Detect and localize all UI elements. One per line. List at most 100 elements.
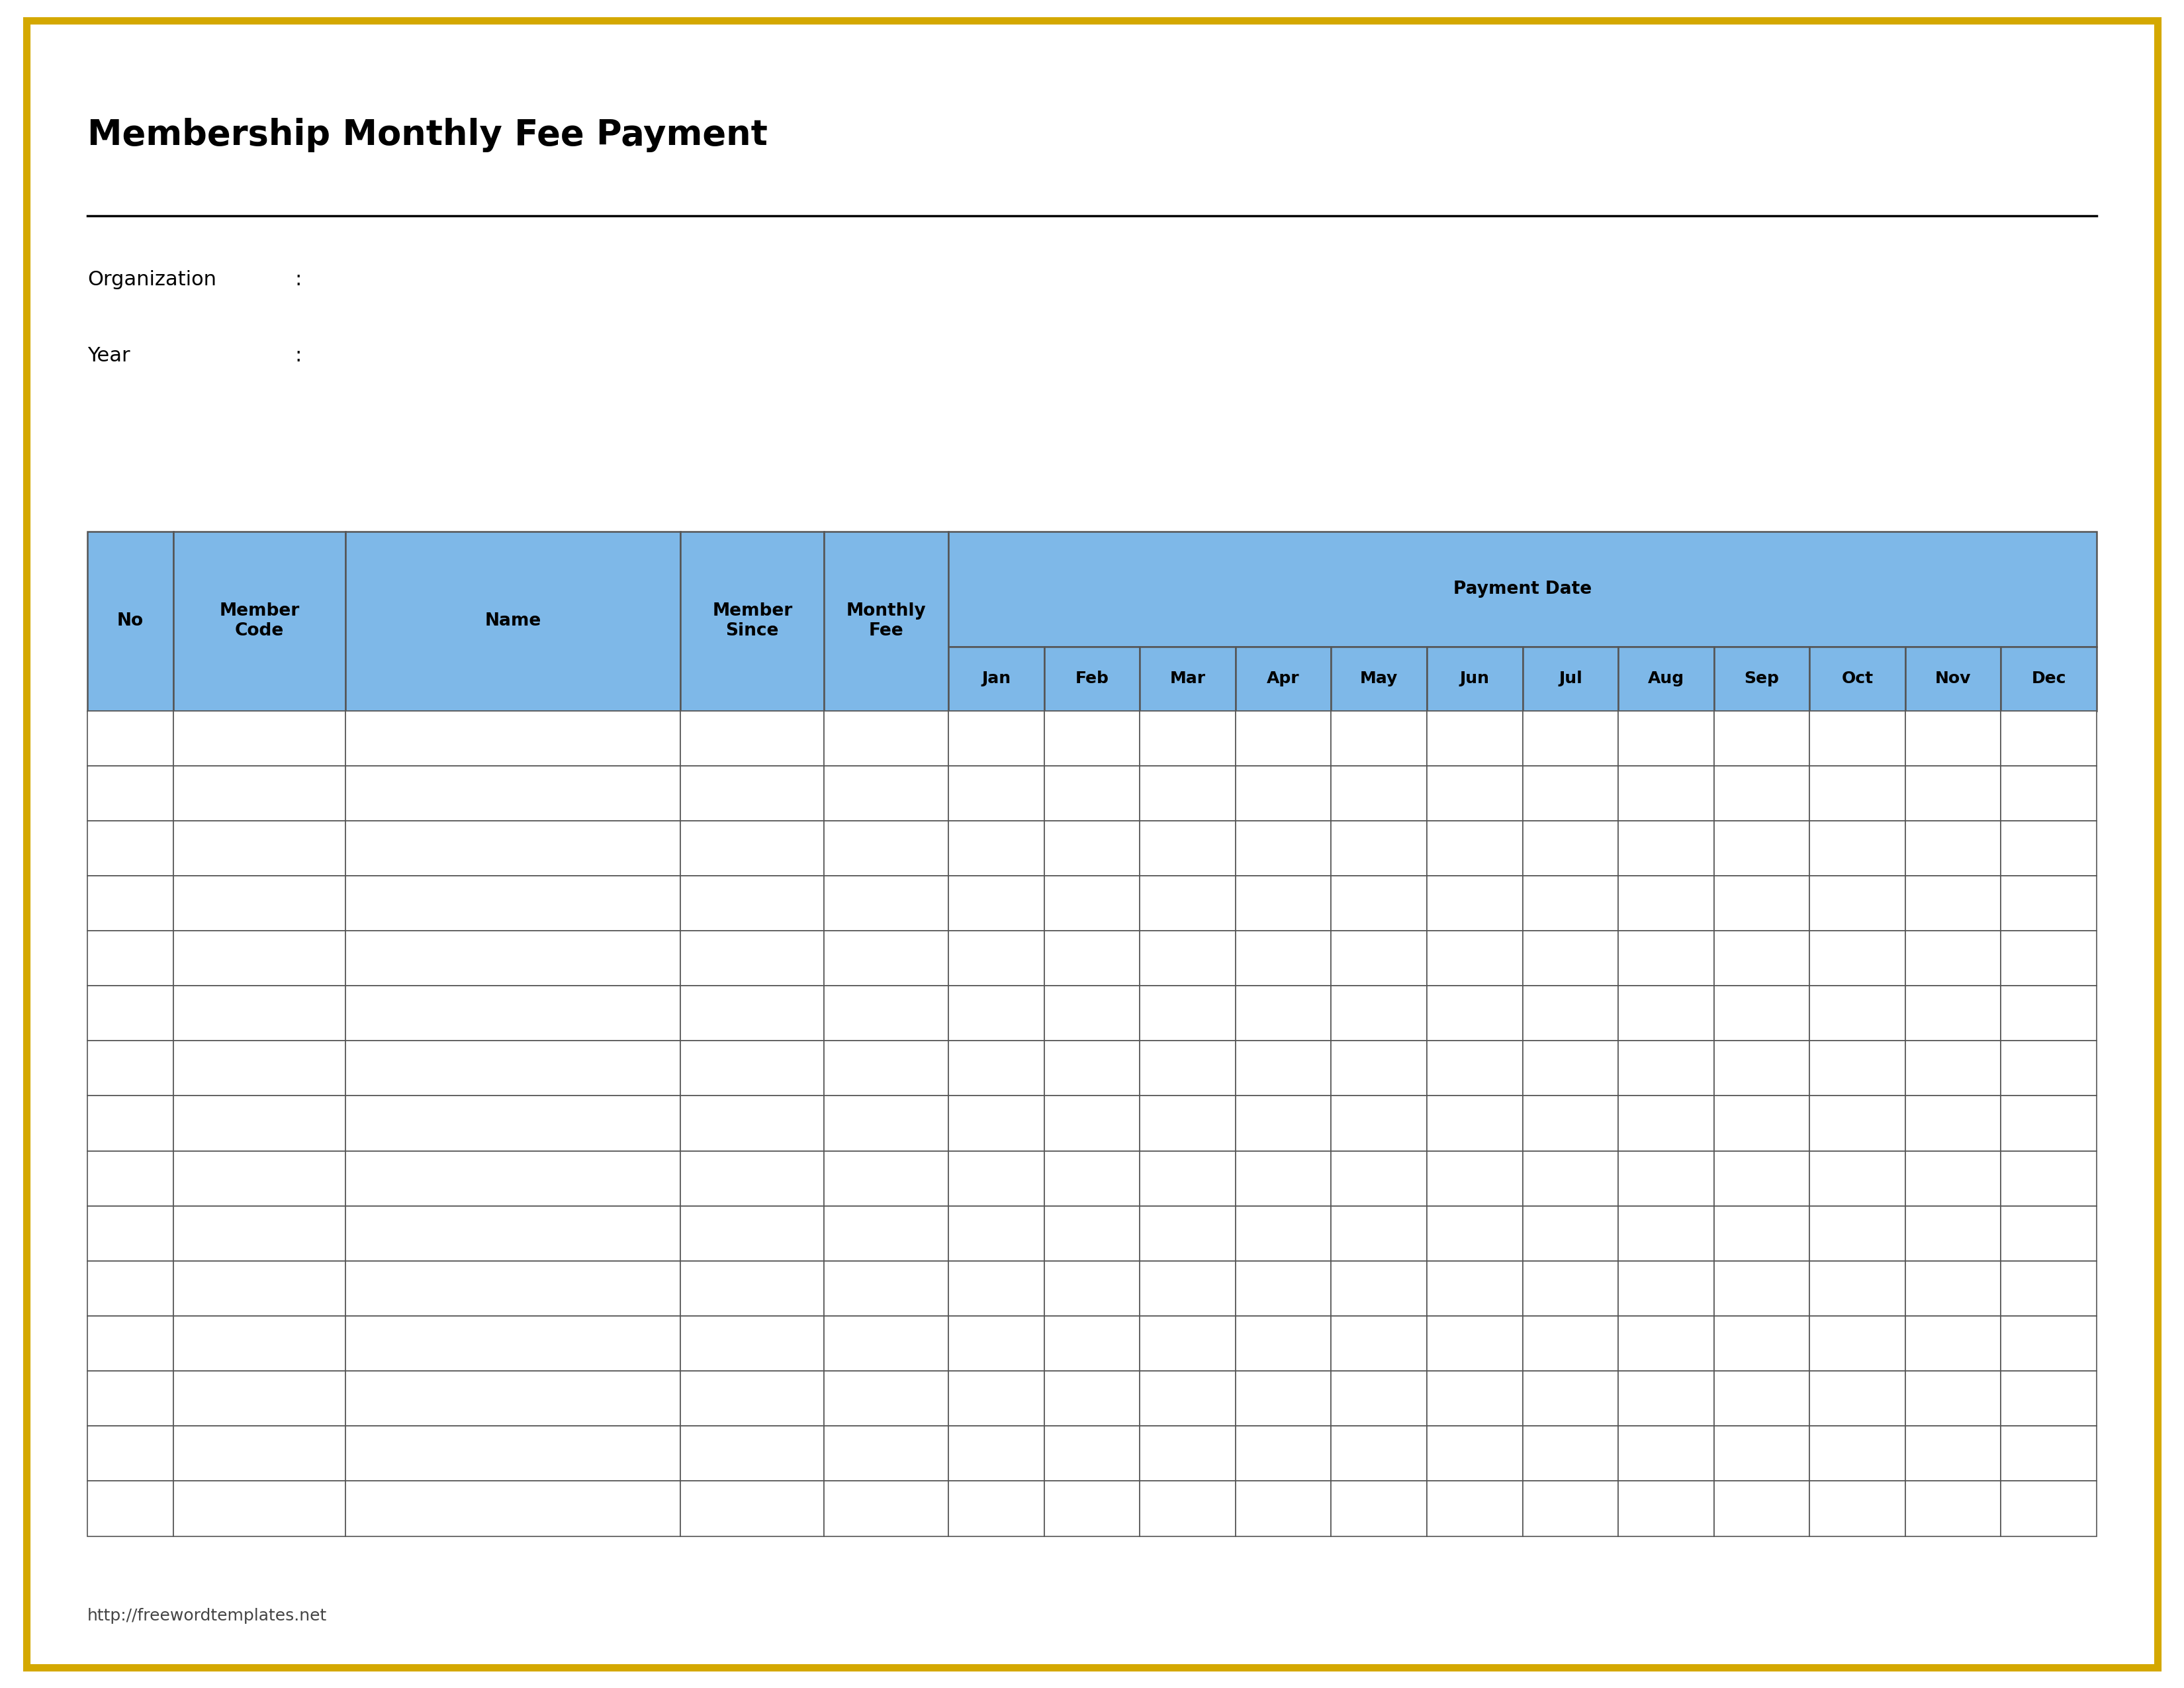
FancyBboxPatch shape [2001, 1261, 2097, 1317]
FancyBboxPatch shape [173, 1096, 345, 1151]
FancyBboxPatch shape [1140, 1261, 1236, 1317]
FancyBboxPatch shape [681, 1317, 823, 1371]
FancyBboxPatch shape [1236, 1261, 1332, 1317]
FancyBboxPatch shape [1522, 1096, 1618, 1151]
FancyBboxPatch shape [87, 930, 173, 986]
FancyBboxPatch shape [948, 986, 1044, 1041]
Text: Member
Code: Member Code [218, 603, 299, 640]
Text: http://freewordtemplates.net: http://freewordtemplates.net [87, 1609, 328, 1624]
FancyBboxPatch shape [173, 1041, 345, 1096]
FancyBboxPatch shape [1522, 647, 1618, 711]
FancyBboxPatch shape [1618, 711, 1714, 766]
FancyBboxPatch shape [345, 711, 681, 766]
FancyBboxPatch shape [1904, 766, 2001, 820]
FancyBboxPatch shape [345, 986, 681, 1041]
FancyBboxPatch shape [1522, 711, 1618, 766]
Text: Dec: Dec [2031, 670, 2066, 687]
FancyBboxPatch shape [1714, 1261, 1811, 1317]
FancyBboxPatch shape [1904, 1480, 2001, 1536]
FancyBboxPatch shape [1332, 1096, 1426, 1151]
FancyBboxPatch shape [2001, 1480, 2097, 1536]
FancyBboxPatch shape [1714, 820, 1811, 876]
FancyBboxPatch shape [1140, 1205, 1236, 1261]
FancyBboxPatch shape [1714, 1151, 1811, 1205]
FancyBboxPatch shape [2001, 986, 2097, 1041]
FancyBboxPatch shape [1426, 647, 1522, 711]
Text: No: No [118, 613, 144, 630]
FancyBboxPatch shape [87, 820, 173, 876]
Text: Organization: Organization [87, 270, 216, 289]
FancyBboxPatch shape [1811, 876, 1904, 930]
FancyBboxPatch shape [1618, 1317, 1714, 1371]
FancyBboxPatch shape [1904, 1096, 2001, 1151]
FancyBboxPatch shape [948, 532, 2097, 647]
FancyBboxPatch shape [1044, 1426, 1140, 1480]
FancyBboxPatch shape [345, 1205, 681, 1261]
FancyBboxPatch shape [87, 1317, 173, 1371]
FancyBboxPatch shape [1811, 1096, 1904, 1151]
FancyBboxPatch shape [1332, 1426, 1426, 1480]
FancyBboxPatch shape [1332, 1480, 1426, 1536]
FancyBboxPatch shape [1904, 1317, 2001, 1371]
Text: Mar: Mar [1171, 670, 1206, 687]
FancyBboxPatch shape [1044, 1371, 1140, 1426]
FancyBboxPatch shape [1522, 1261, 1618, 1317]
Text: Year: Year [87, 346, 131, 365]
FancyBboxPatch shape [2001, 876, 2097, 930]
FancyBboxPatch shape [1140, 820, 1236, 876]
FancyBboxPatch shape [2001, 1317, 2097, 1371]
FancyBboxPatch shape [1332, 1261, 1426, 1317]
FancyBboxPatch shape [1140, 1151, 1236, 1205]
FancyBboxPatch shape [1236, 711, 1332, 766]
FancyBboxPatch shape [1140, 766, 1236, 820]
FancyBboxPatch shape [1811, 1041, 1904, 1096]
FancyBboxPatch shape [1522, 1151, 1618, 1205]
FancyBboxPatch shape [1714, 766, 1811, 820]
FancyBboxPatch shape [1522, 1480, 1618, 1536]
FancyBboxPatch shape [1714, 986, 1811, 1041]
FancyBboxPatch shape [1044, 1151, 1140, 1205]
FancyBboxPatch shape [1426, 1426, 1522, 1480]
FancyBboxPatch shape [1714, 1205, 1811, 1261]
FancyBboxPatch shape [823, 1151, 948, 1205]
FancyBboxPatch shape [1426, 930, 1522, 986]
FancyBboxPatch shape [948, 876, 1044, 930]
FancyBboxPatch shape [1140, 647, 1236, 711]
FancyBboxPatch shape [1140, 876, 1236, 930]
FancyBboxPatch shape [87, 1371, 173, 1426]
FancyBboxPatch shape [87, 766, 173, 820]
FancyBboxPatch shape [87, 1041, 173, 1096]
FancyBboxPatch shape [1811, 1480, 1904, 1536]
Text: :: : [295, 346, 301, 365]
FancyBboxPatch shape [1044, 1096, 1140, 1151]
FancyBboxPatch shape [681, 876, 823, 930]
FancyBboxPatch shape [1236, 1096, 1332, 1151]
FancyBboxPatch shape [1714, 930, 1811, 986]
FancyBboxPatch shape [1714, 1096, 1811, 1151]
FancyBboxPatch shape [823, 1096, 948, 1151]
FancyBboxPatch shape [345, 930, 681, 986]
FancyBboxPatch shape [681, 1426, 823, 1480]
FancyBboxPatch shape [1044, 1261, 1140, 1317]
FancyBboxPatch shape [173, 1151, 345, 1205]
FancyBboxPatch shape [1044, 820, 1140, 876]
FancyBboxPatch shape [1332, 930, 1426, 986]
FancyBboxPatch shape [87, 1426, 173, 1480]
FancyBboxPatch shape [1426, 1261, 1522, 1317]
FancyBboxPatch shape [1811, 820, 1904, 876]
FancyBboxPatch shape [681, 820, 823, 876]
FancyBboxPatch shape [2001, 1151, 2097, 1205]
FancyBboxPatch shape [1236, 1205, 1332, 1261]
FancyBboxPatch shape [1044, 711, 1140, 766]
FancyBboxPatch shape [1618, 1151, 1714, 1205]
FancyBboxPatch shape [1618, 876, 1714, 930]
FancyBboxPatch shape [173, 1317, 345, 1371]
FancyBboxPatch shape [87, 1261, 173, 1317]
FancyBboxPatch shape [948, 1151, 1044, 1205]
FancyBboxPatch shape [87, 1096, 173, 1151]
FancyBboxPatch shape [681, 711, 823, 766]
FancyBboxPatch shape [823, 820, 948, 876]
FancyBboxPatch shape [1714, 1317, 1811, 1371]
Text: Membership Monthly Fee Payment: Membership Monthly Fee Payment [87, 118, 767, 152]
FancyBboxPatch shape [1714, 876, 1811, 930]
